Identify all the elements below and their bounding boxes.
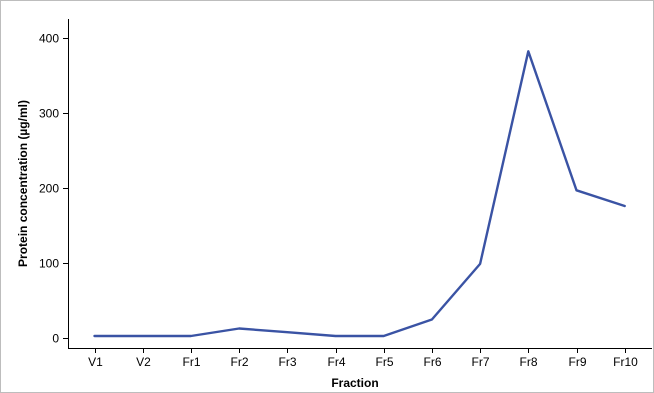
x-tick-label: Fr2	[231, 355, 249, 369]
x-tick-label: Fr3	[279, 355, 297, 369]
y-tick-label: 0	[52, 332, 59, 346]
x-tick-label: Fr1	[183, 355, 201, 369]
series	[93, 50, 626, 338]
x-tick-label: V1	[88, 355, 103, 369]
tick-labels: 0 100 200 300 400 V1 V2 Fr1 Fr2 Fr3 Fr4 Fr5 Fr6 Fr7 Fr…	[39, 32, 638, 370]
y-axis-title: Protein concentration (µg/ml)	[16, 100, 30, 267]
y-tick-label: 200	[39, 182, 59, 196]
y-tick-label: 100	[39, 257, 59, 271]
y-tick-label: 300	[39, 107, 59, 121]
x-tick-label: V2	[136, 355, 151, 369]
x-tick-label: Fr8	[520, 355, 538, 369]
series-line	[93, 50, 626, 338]
x-tick-label: Fr6	[424, 355, 442, 369]
x-tick-label: Fr9	[569, 355, 587, 369]
x-tick-label: Fr5	[376, 355, 394, 369]
x-tick-label: Fr10	[613, 355, 638, 369]
y-tick-label: 400	[39, 32, 59, 46]
x-tick-label: Fr7	[472, 355, 490, 369]
x-axis-title: Fraction	[331, 376, 378, 390]
x-tick-label: Fr4	[328, 355, 346, 369]
axes	[63, 19, 652, 353]
